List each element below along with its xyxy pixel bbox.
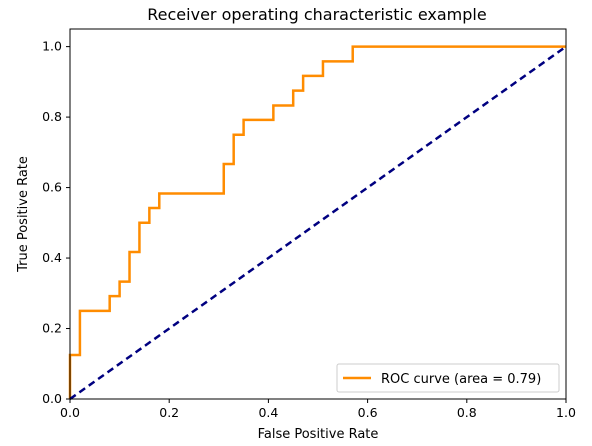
axes-background <box>70 29 566 399</box>
legend-box <box>336 363 560 393</box>
x-axis-label: False Positive Rate <box>258 427 379 442</box>
y-tick-label: 0.2 <box>42 321 62 336</box>
plot-area: 0.0 0.2 0.4 0.6 0.8 1.0 0.0 0.2 0.4 0.6 0.8 1.0 <box>42 28 576 420</box>
y-axis-ticks: 0.0 0.2 0.4 0.6 0.8 1.0 <box>42 39 70 406</box>
x-tick-label: 0.6 <box>358 405 378 420</box>
series-layer <box>68 45 567 401</box>
roc-curve-line <box>68 45 566 399</box>
x-axis-ticks: 0.0 0.2 0.4 0.6 0.8 1.0 <box>60 399 576 420</box>
y-tick-label: 0.0 <box>42 391 62 406</box>
y-tick-label: 1.0 <box>42 39 62 54</box>
x-tick-label: 0.4 <box>258 405 278 420</box>
legend-label-roc-curve: ROC curve (area = 0.79) <box>381 372 541 387</box>
x-tick-label: 0.2 <box>159 405 179 420</box>
y-axis-label: True Positive Rate <box>16 156 31 273</box>
x-tick-label: 1.0 <box>556 405 576 420</box>
chance-diagonal-line <box>69 45 567 401</box>
y-tick-label: 0.8 <box>42 109 62 124</box>
chart-title: Receiver operating characteristic exampl… <box>147 5 486 24</box>
axes-frame <box>69 28 567 400</box>
x-tick-label: 0.0 <box>60 405 80 420</box>
x-tick-label: 0.8 <box>457 405 477 420</box>
legend: ROC curve (area = 0.79) <box>336 363 560 393</box>
y-tick-label: 0.6 <box>42 180 62 195</box>
y-tick-label: 0.4 <box>42 250 62 265</box>
